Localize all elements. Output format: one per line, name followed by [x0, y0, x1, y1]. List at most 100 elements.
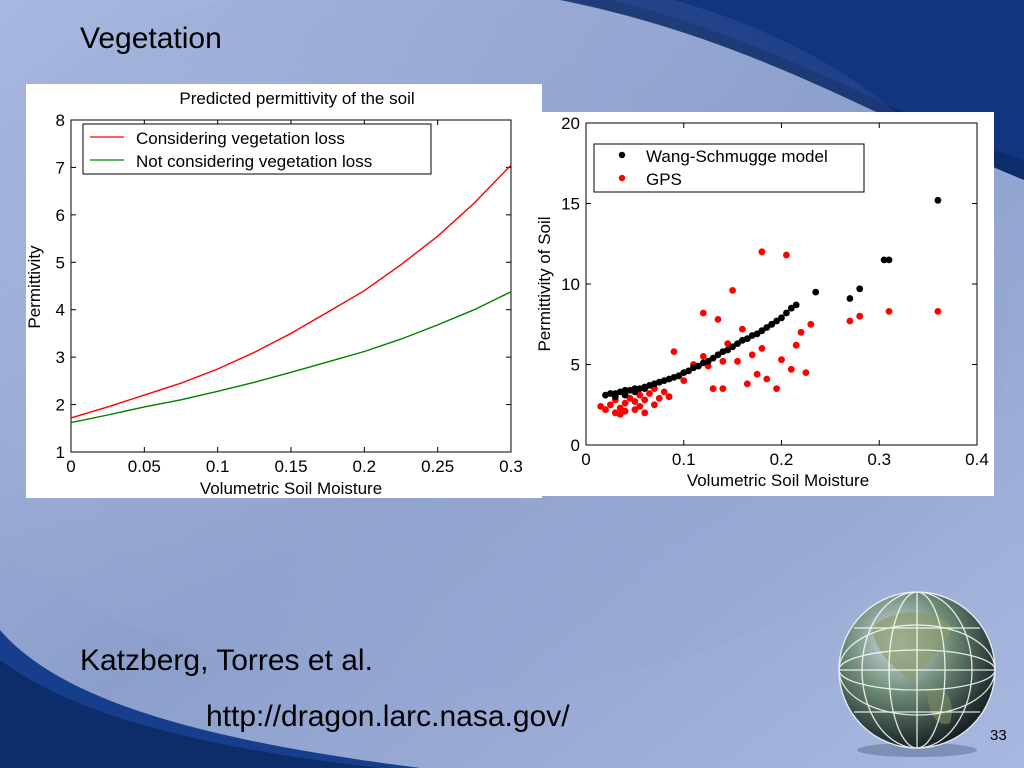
- wang-schmugge-point: [641, 385, 649, 392]
- legend-not-considering-label: Not considering vegetation loss: [136, 152, 372, 171]
- permittivity-scatter-chart: 0 0.1 0.2 0.3 0.4 0 5 10 15 20 Wang-Schmugge mode…: [534, 112, 994, 496]
- series-line-considering-loss: [70, 164, 512, 419]
- wang-schmugge-point: [885, 256, 893, 264]
- x-tick-label: 0.15: [274, 457, 307, 476]
- chart1-lines: [70, 164, 512, 424]
- gps-point: [699, 309, 707, 317]
- gps-point: [807, 320, 815, 328]
- wang-schmugge-point: [729, 343, 736, 351]
- y-tick-label: 20: [561, 114, 580, 133]
- gps-point: [885, 308, 893, 315]
- gps-point: [934, 308, 942, 315]
- gps-point: [641, 409, 649, 417]
- wang-schmugge-point: [773, 317, 780, 325]
- gps-point: [636, 403, 644, 410]
- y-tick-label: 7: [56, 158, 65, 177]
- chart1-xlabel: Volumetric Soil Moisture: [200, 479, 382, 498]
- author-credit: Katzberg, Torres et al.: [80, 644, 373, 677]
- gps-point: [621, 407, 629, 415]
- gps-point: [724, 340, 732, 347]
- wang-schmugge-point: [734, 340, 741, 347]
- wang-schmugge-point: [685, 367, 692, 375]
- chart2-legend: Wang-Schmugge model GPS: [593, 143, 865, 193]
- legend-considering-label: Considering vegetation loss: [136, 129, 345, 148]
- wang-schmugge-point: [934, 196, 942, 204]
- page-number: 33: [990, 727, 1007, 744]
- legend-gps-label: GPS: [646, 170, 682, 189]
- wang-schmugge-point: [724, 346, 732, 354]
- wang-schmugge-point: [753, 330, 761, 338]
- y-tick-label: 0: [571, 436, 580, 455]
- wang-schmugge-point: [631, 388, 639, 396]
- gps-point: [753, 370, 761, 378]
- wang-schmugge-point: [787, 304, 795, 312]
- wang-schmugge-point: [714, 351, 722, 359]
- gps-point: [699, 353, 707, 360]
- wang-schmugge-point: [675, 372, 683, 380]
- source-url: http://dragon.larc.nasa.gov/: [206, 700, 570, 733]
- gps-point: [670, 348, 678, 355]
- gps-point: [802, 369, 810, 376]
- gps-point: [621, 399, 629, 407]
- wang-schmugge-point: [704, 357, 712, 365]
- chart2-points: [597, 196, 942, 418]
- wang-schmugge-point: [812, 288, 820, 296]
- gps-point: [631, 398, 639, 405]
- x-tick-label: 0.2: [353, 457, 377, 476]
- y-tick-label: 8: [56, 111, 65, 130]
- gps-point: [616, 404, 624, 412]
- y-tick-label: 5: [571, 356, 580, 375]
- wang-schmugge-point: [611, 393, 619, 401]
- gps-point: [787, 365, 795, 373]
- x-tick-label: 0.2: [770, 450, 794, 469]
- gps-point: [714, 316, 722, 323]
- gps-point: [636, 391, 644, 399]
- x-tick-label: 0.3: [867, 450, 891, 469]
- gps-point: [616, 411, 624, 418]
- gps-point: [783, 251, 790, 259]
- x-tick-label: 0.1: [672, 450, 696, 469]
- gps-point: [743, 380, 751, 388]
- wang-schmugge-point: [856, 285, 864, 293]
- gps-point: [641, 396, 649, 404]
- wang-schmugge-point: [621, 391, 629, 399]
- wang-schmugge-point: [778, 314, 785, 322]
- wang-schmugge-point: [768, 320, 776, 328]
- legend-black-dot-swatch: [618, 151, 626, 159]
- wang-schmugge-point: [792, 301, 800, 309]
- permittivity-line-chart: Predicted permittivity of the soil 0 0.05…: [26, 84, 542, 498]
- gps-point: [797, 328, 805, 336]
- gps-point: [665, 393, 673, 401]
- chart1-legend: Considering vegetation loss Not consider…: [82, 123, 432, 175]
- wang-schmugge-point: [763, 324, 771, 331]
- gps-point: [626, 394, 634, 402]
- y-tick-label: 3: [56, 348, 65, 367]
- gps-point: [856, 312, 864, 320]
- x-tick-label: 0.1: [206, 457, 230, 476]
- x-tick-label: 0: [581, 450, 590, 469]
- y-tick-label: 15: [561, 195, 580, 214]
- gps-point: [607, 401, 614, 409]
- gps-point: [709, 385, 717, 392]
- wang-schmugge-point: [709, 354, 717, 362]
- gps-point: [602, 406, 609, 413]
- x-tick-label: 0.05: [128, 457, 161, 476]
- chart1-ylabel: Permittivity: [26, 245, 44, 329]
- gps-point: [646, 390, 653, 397]
- gps-point: [651, 401, 658, 409]
- gps-point: [739, 325, 746, 333]
- gps-point: [773, 385, 780, 392]
- wang-schmugge-point: [607, 390, 614, 397]
- x-tick-label: 0.4: [965, 450, 989, 469]
- y-tick-label: 1: [56, 443, 65, 462]
- chart2-xlabel: Volumetric Soil Moisture: [687, 471, 869, 490]
- y-tick-label: 5: [56, 253, 65, 272]
- chart2-ylabel: Permittivity of Soil: [535, 216, 554, 351]
- gps-point: [748, 351, 756, 359]
- wang-schmugge-point: [783, 309, 790, 317]
- chart1-legend-box: [82, 123, 432, 175]
- gps-point: [631, 406, 639, 413]
- gps-point: [778, 356, 785, 364]
- gps-point: [704, 362, 712, 370]
- gps-point: [758, 248, 766, 256]
